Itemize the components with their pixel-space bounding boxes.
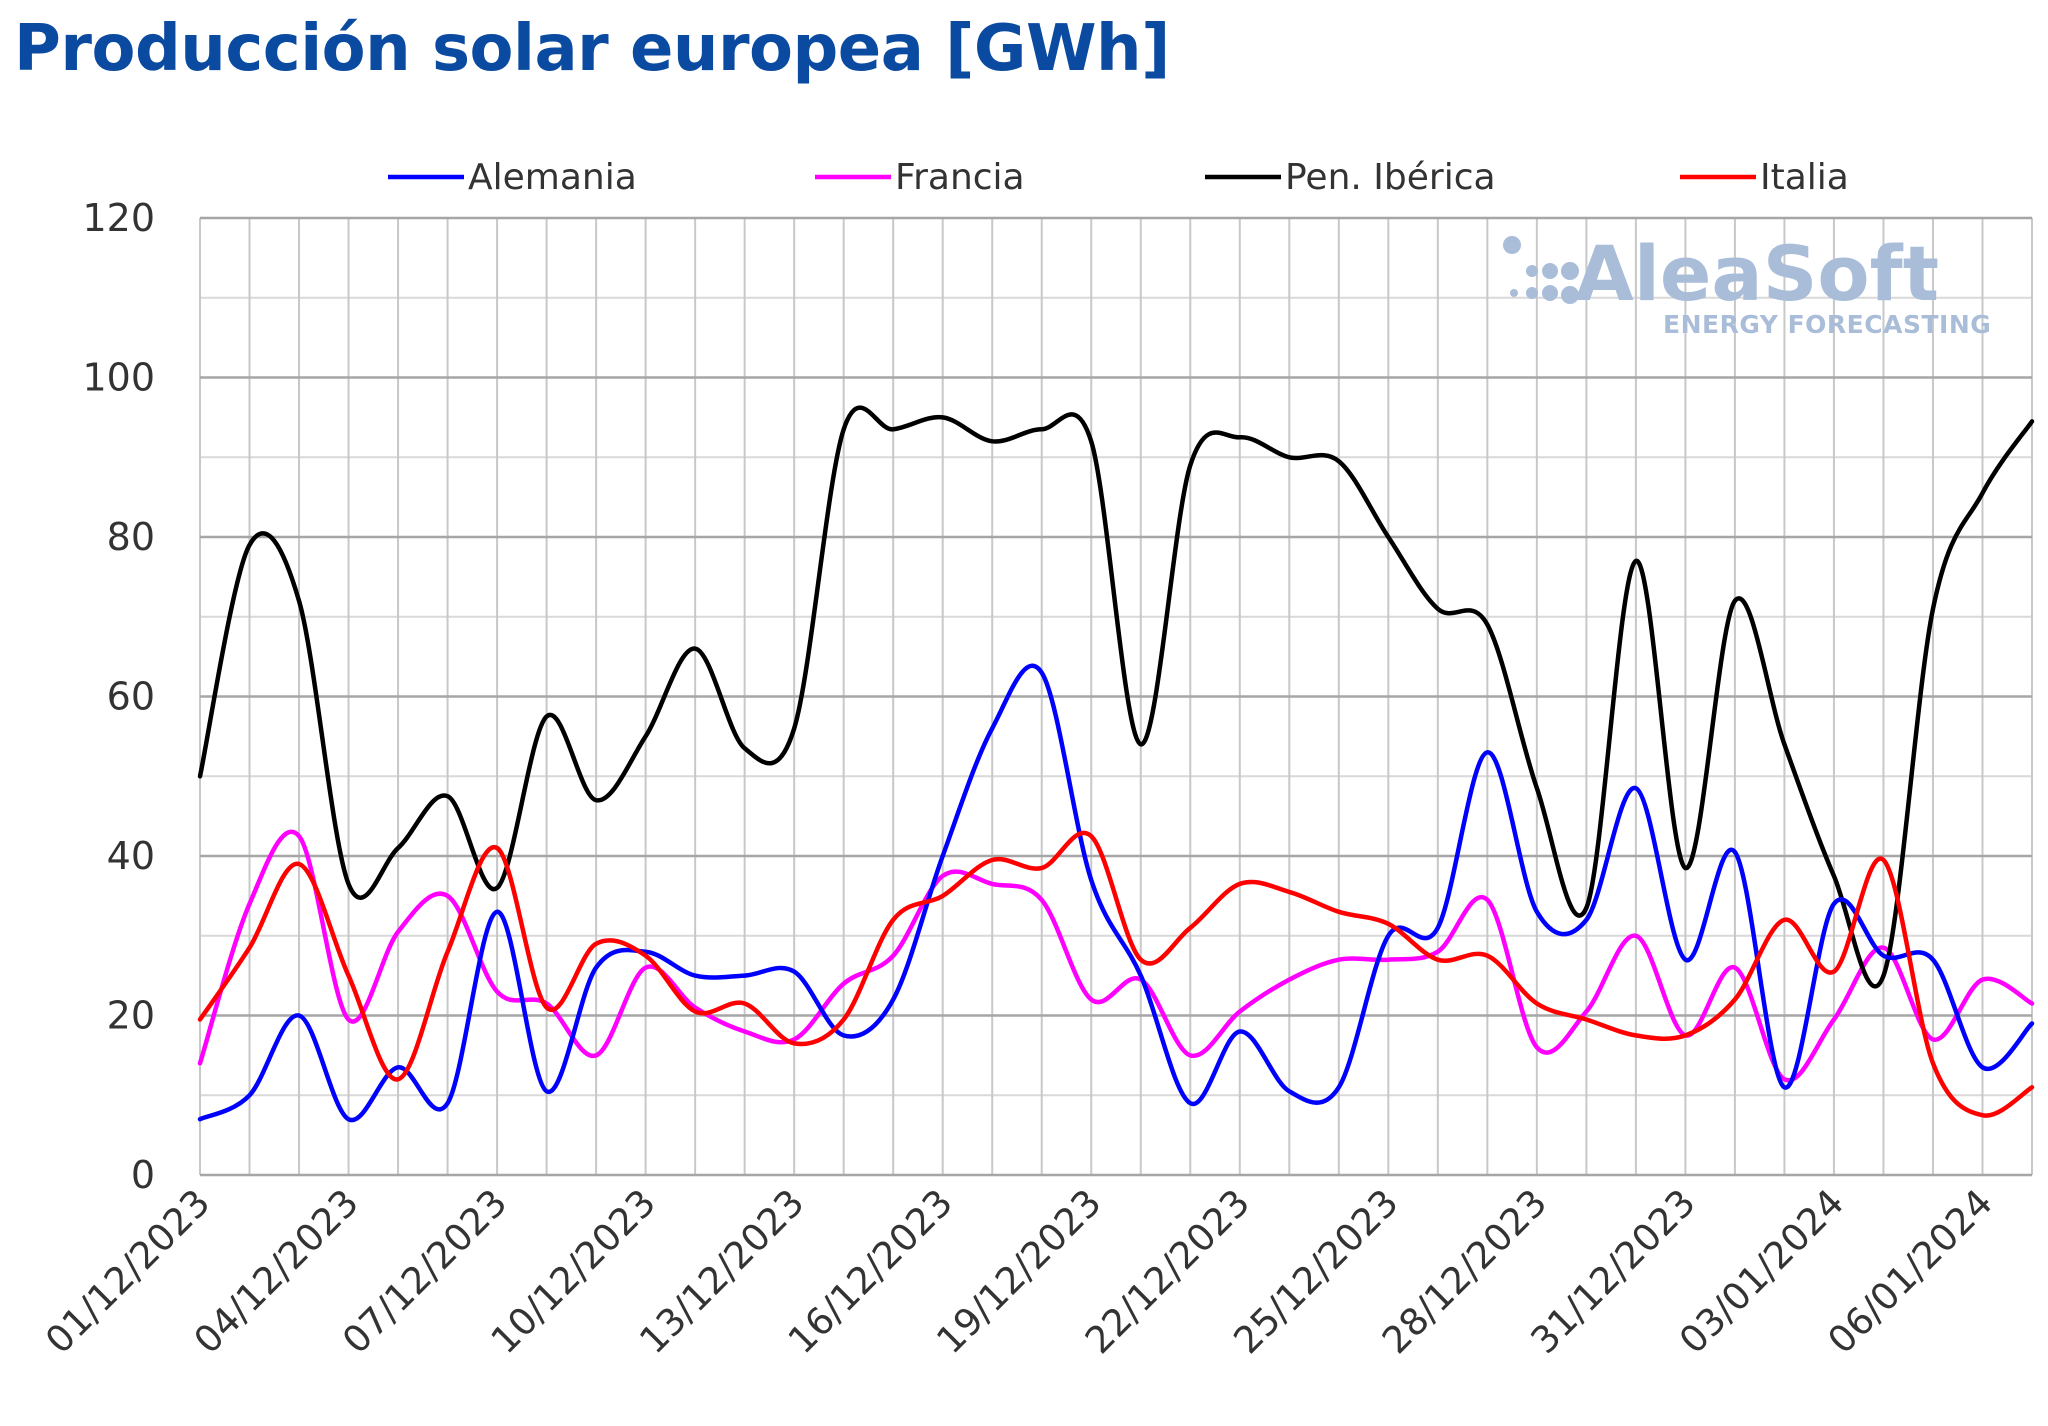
y-tick-label: 100	[82, 356, 155, 400]
y-tick-label: 120	[82, 196, 155, 240]
legend-label-alemania: Alemania	[468, 157, 637, 198]
legend-label-pen-ib-rica: Pen. Ibérica	[1285, 157, 1496, 198]
series-lines	[197, 405, 2035, 1123]
y-tick-label: 40	[107, 834, 155, 878]
legend: Alemania Francia Pen. Ibérica Italia	[388, 157, 1849, 198]
y-tick-label: 0	[131, 1153, 155, 1197]
series-line-pen-ib-rica	[197, 405, 2035, 989]
watermark-tagline: ENERGY FORECASTING	[1663, 310, 1991, 339]
aleasoft-watermark: AleaSoft ENERGY FORECASTING	[1503, 229, 1991, 339]
axes: 02040608010012001/12/202304/12/202307/12…	[37, 196, 2032, 1362]
grid	[199, 216, 2033, 1175]
series-line-alemania	[197, 663, 2035, 1123]
y-tick-label: 60	[107, 675, 155, 719]
legend-label-italia: Italia	[1760, 157, 1849, 198]
series-line-italia	[197, 830, 2035, 1118]
y-tick-label: 80	[107, 515, 155, 559]
legend-label-francia: Francia	[895, 157, 1025, 198]
watermark-brand: AleaSoft	[1575, 229, 1939, 318]
y-tick-label: 20	[107, 994, 155, 1038]
chart-title: Producción solar europea [GWh]	[14, 12, 1170, 86]
aleasoft-logo-icon	[1503, 236, 1579, 304]
